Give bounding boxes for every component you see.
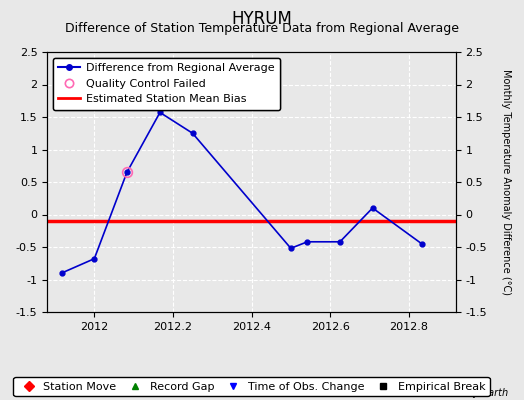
Text: Berkeley Earth: Berkeley Earth xyxy=(436,388,508,398)
Y-axis label: Monthly Temperature Anomaly Difference (°C): Monthly Temperature Anomaly Difference (… xyxy=(501,69,511,295)
Legend: Difference from Regional Average, Quality Control Failed, Estimated Station Mean: Difference from Regional Average, Qualit… xyxy=(53,58,280,110)
Legend: Station Move, Record Gap, Time of Obs. Change, Empirical Break: Station Move, Record Gap, Time of Obs. C… xyxy=(14,377,489,396)
Text: HYRUM: HYRUM xyxy=(232,10,292,28)
Text: Difference of Station Temperature Data from Regional Average: Difference of Station Temperature Data f… xyxy=(65,22,459,35)
